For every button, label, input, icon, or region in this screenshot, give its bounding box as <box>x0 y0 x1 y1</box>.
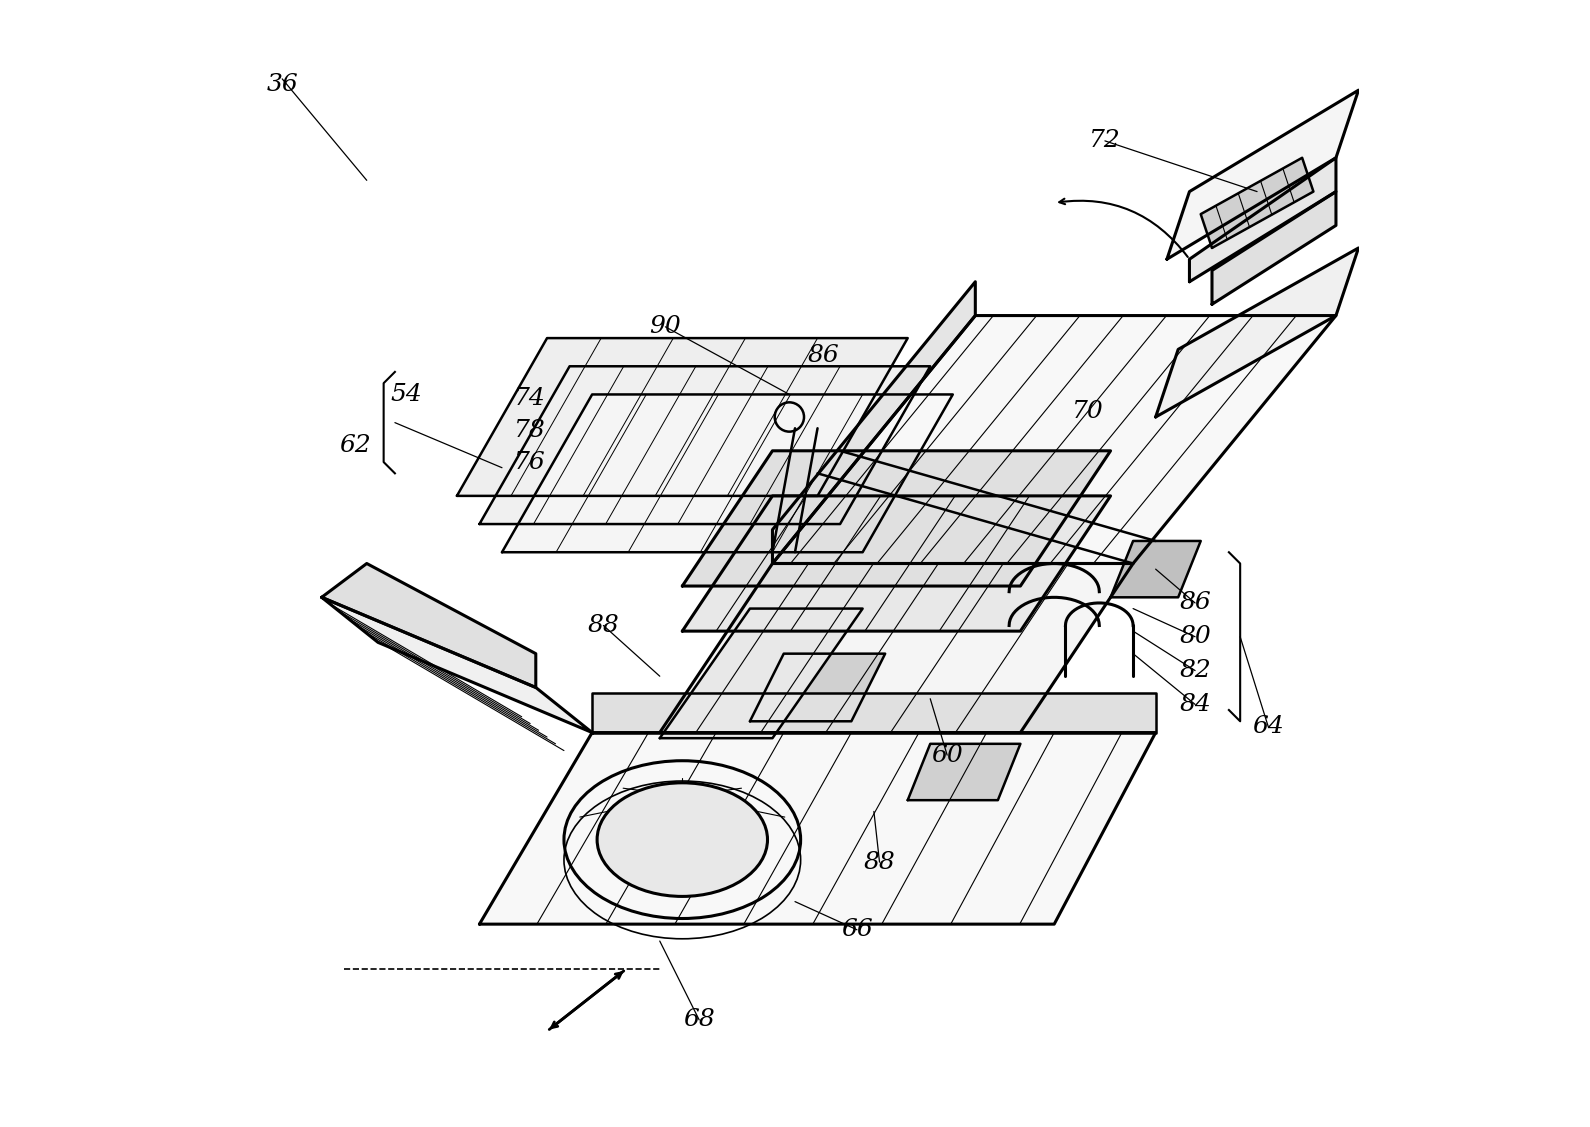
Polygon shape <box>591 693 1156 733</box>
Text: 70: 70 <box>1072 400 1103 423</box>
Text: 68: 68 <box>684 1009 716 1031</box>
Polygon shape <box>1156 248 1358 417</box>
Polygon shape <box>773 316 1336 564</box>
Polygon shape <box>480 366 930 524</box>
Text: 76: 76 <box>514 451 545 473</box>
Polygon shape <box>1200 158 1313 248</box>
Polygon shape <box>480 733 1156 924</box>
Text: 54: 54 <box>390 383 421 406</box>
Ellipse shape <box>598 783 768 896</box>
Polygon shape <box>1167 90 1358 259</box>
Text: 78: 78 <box>514 419 545 442</box>
Polygon shape <box>750 654 886 721</box>
Text: 74: 74 <box>514 388 545 410</box>
Text: 80: 80 <box>1180 625 1212 648</box>
Polygon shape <box>1212 192 1336 304</box>
Polygon shape <box>908 744 1021 800</box>
Polygon shape <box>502 394 952 552</box>
Text: 86: 86 <box>1180 592 1212 614</box>
Text: 84: 84 <box>1180 693 1212 716</box>
Polygon shape <box>321 597 591 733</box>
Text: 66: 66 <box>841 919 873 941</box>
Text: 88: 88 <box>863 851 895 873</box>
Polygon shape <box>456 338 908 496</box>
Polygon shape <box>682 451 1110 586</box>
Polygon shape <box>321 564 536 687</box>
Polygon shape <box>1110 541 1200 597</box>
Polygon shape <box>660 564 1134 733</box>
Text: 72: 72 <box>1089 130 1121 152</box>
Text: 82: 82 <box>1180 659 1212 682</box>
Text: 90: 90 <box>650 316 681 338</box>
Polygon shape <box>660 609 863 738</box>
Text: 62: 62 <box>340 434 372 456</box>
Polygon shape <box>773 282 975 564</box>
Text: 86: 86 <box>808 344 840 366</box>
Text: 60: 60 <box>932 744 964 766</box>
Text: 36: 36 <box>267 73 297 96</box>
Text: 64: 64 <box>1253 716 1285 738</box>
Polygon shape <box>1189 158 1336 282</box>
Polygon shape <box>682 496 1110 631</box>
Text: 88: 88 <box>588 614 619 637</box>
